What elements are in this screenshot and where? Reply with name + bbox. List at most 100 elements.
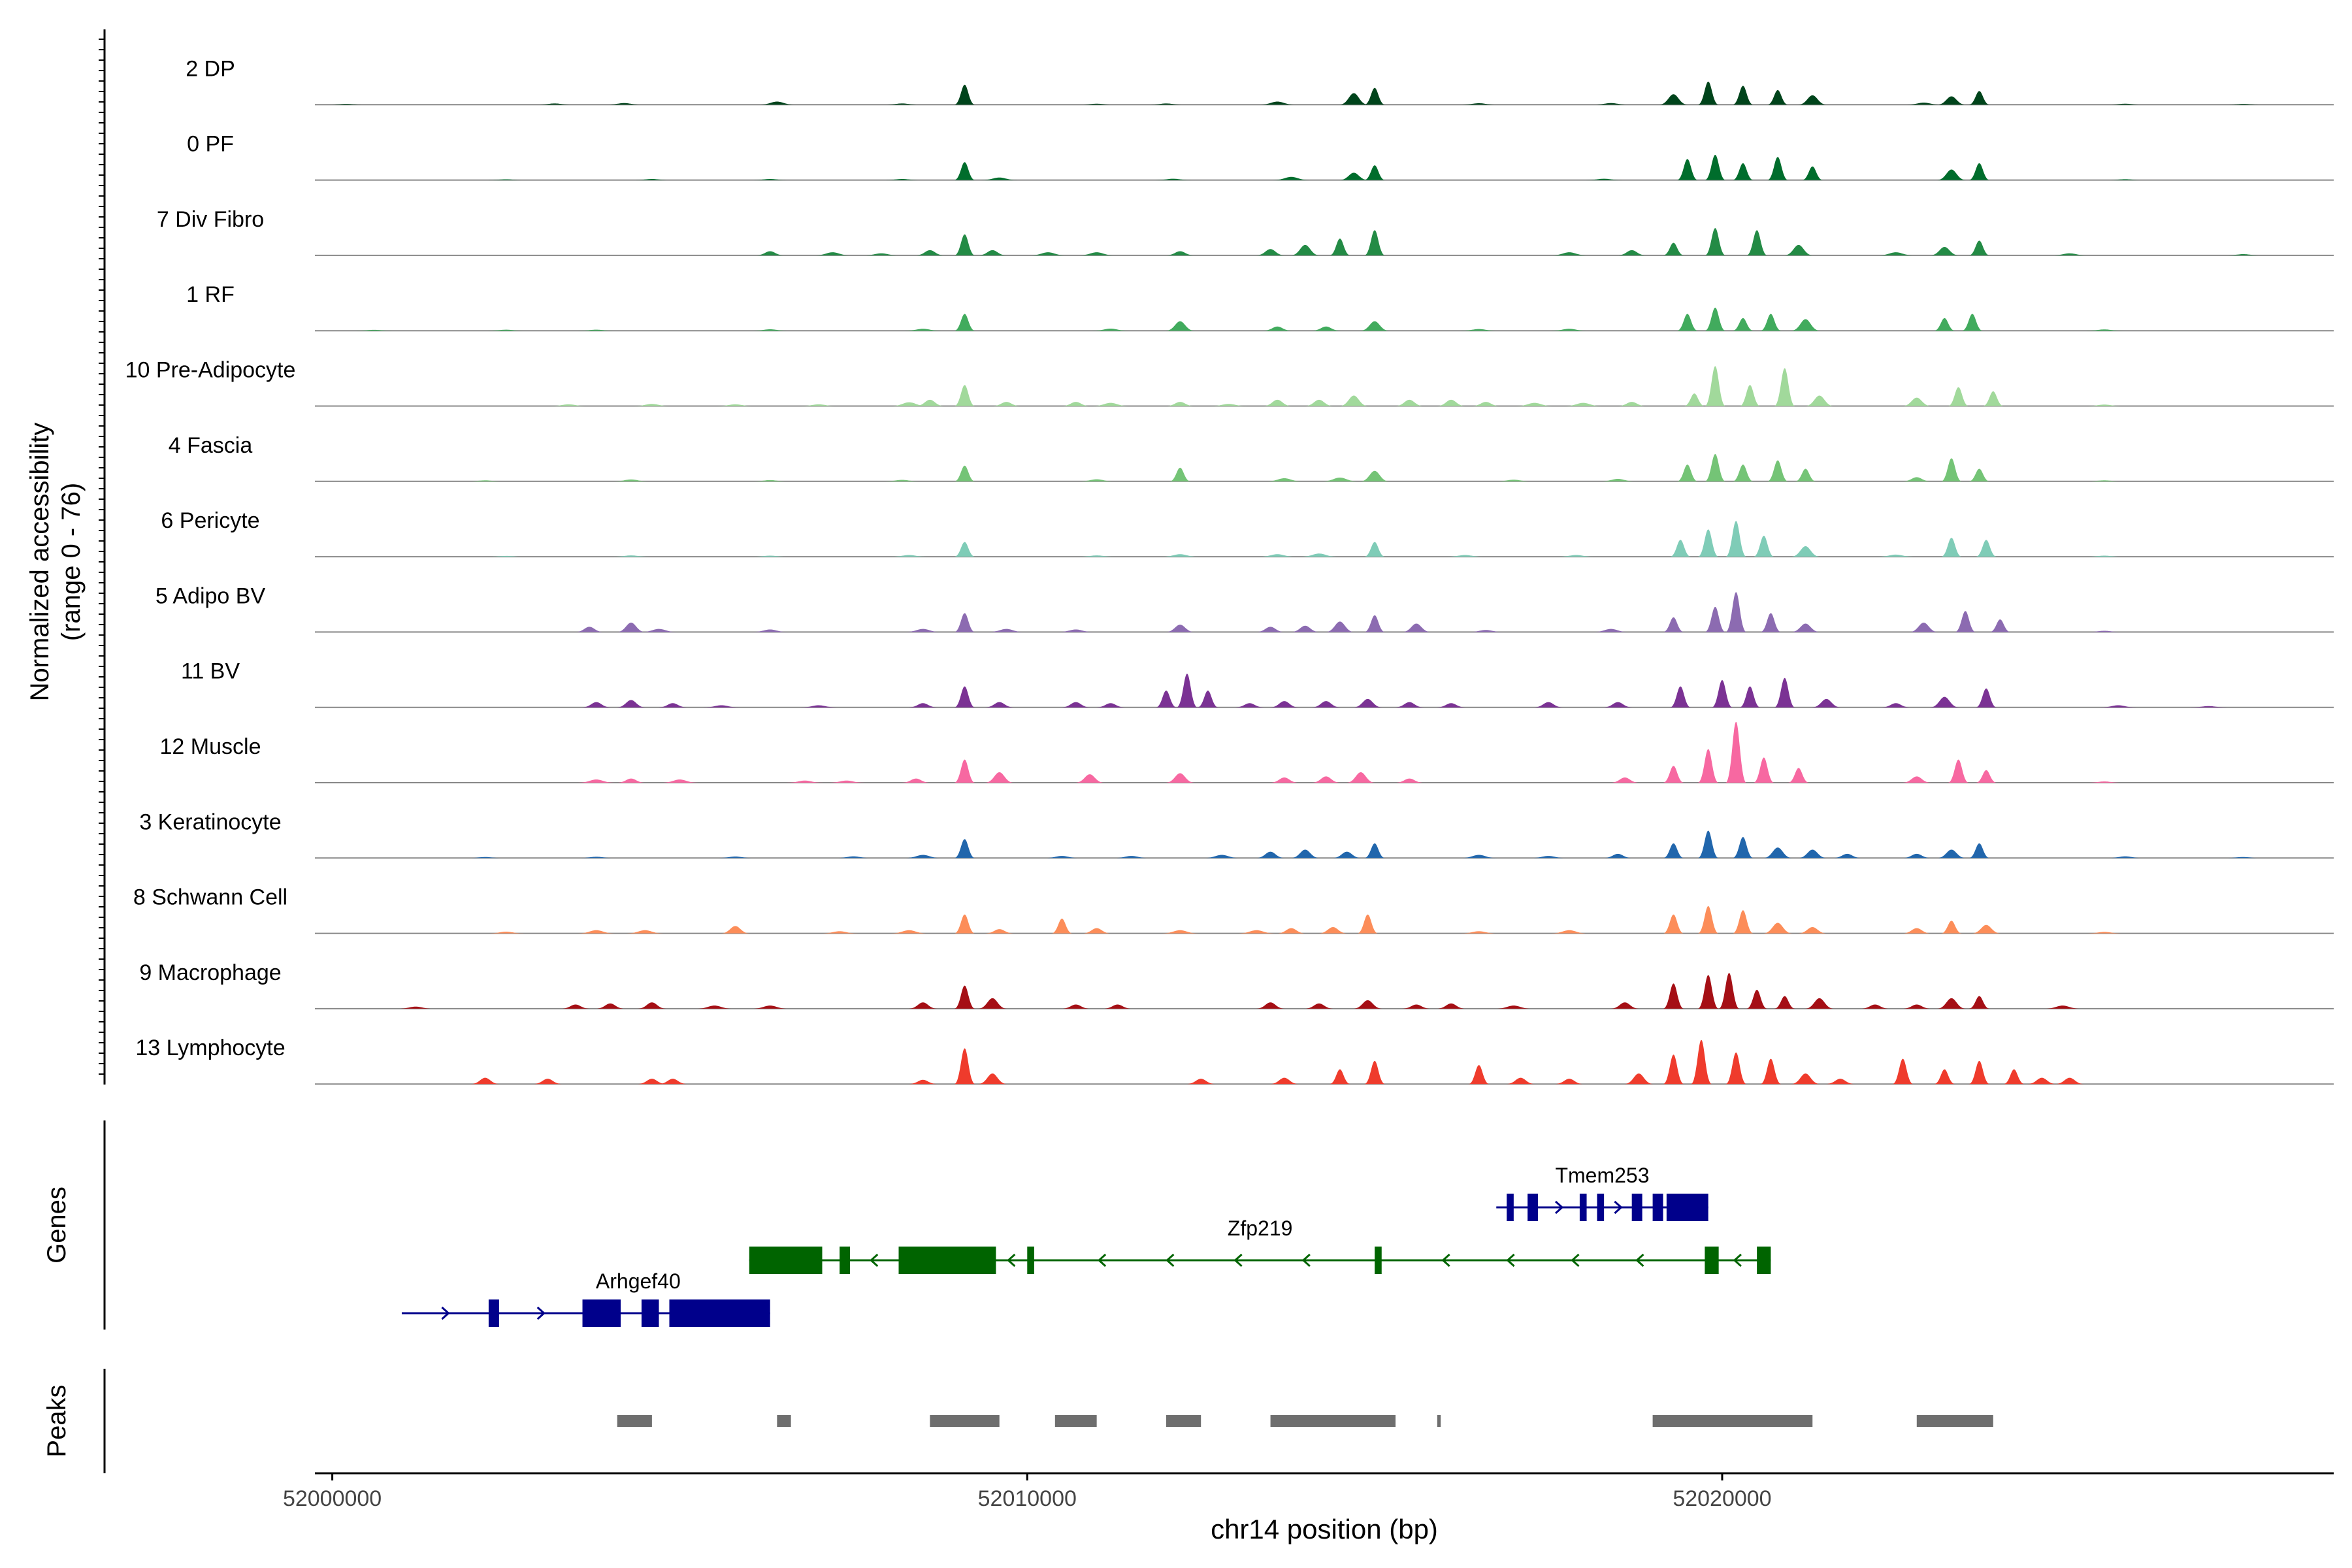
strand-arrow [1635,1253,1644,1267]
coverage-peak [1940,458,1962,482]
peaks-panel: Peaks [42,1369,1993,1473]
coverage-peak [1092,402,1129,406]
coverage-peak [1277,928,1306,934]
coverage-peak [612,555,649,557]
coverage-peak [1676,314,1698,331]
coverage-peak [1663,766,1684,783]
track-6-pericyte: 6 Pericyte [161,508,2334,558]
coverage-peak [1460,329,1497,331]
coverage-peak [1763,847,1793,858]
coverage-peak [1263,326,1292,331]
gene-tmem253: Tmem253 [1496,1164,1708,1221]
gene-exon [1631,1194,1642,1221]
coverage-peak [1663,914,1684,934]
gene-exon [582,1299,621,1327]
track-label: 4 Fascia [169,433,253,458]
track-label: 6 Pericyte [161,508,259,533]
coverage-peak [1092,328,1129,331]
gene-exon [898,1247,996,1274]
coverage-peak [2106,856,2144,858]
coverage-peak [1256,851,1285,858]
coverage-peak [1936,998,1966,1009]
gene-models: Arhgef40 Zfp219 Tmem253 [401,1164,1771,1327]
coverage-peak [717,404,754,406]
track-label: 8 Schwann Cell [133,885,287,910]
track-0-pf: 0 PF [187,132,2334,181]
coverage-peak [1235,703,1264,708]
coverage-peak [578,779,615,783]
coverage-peak [1833,853,1862,858]
coverage-peak [1877,252,1914,255]
coverage-peak [1290,244,1320,255]
coverage-peak [890,930,928,934]
gene-exon [1579,1194,1587,1221]
coverage-peak [1446,555,1484,557]
coverage-peak [759,101,796,105]
track-label: 13 Lymphocyte [135,1036,285,1060]
coverage-peak [1364,165,1386,180]
coverage-peak [487,555,525,557]
coverage-peak [1329,238,1350,255]
coverage-peak [2106,103,2144,105]
coverage-peak [1321,478,1358,482]
coverage-peak [1976,540,1997,557]
track-7-div-fibro: 7 Div Fibro [157,207,2334,256]
coverage-peak [954,914,975,934]
strand-arrow [1506,1253,1515,1267]
x-axis: 52000000 52010000 52020000 chr14 position … [283,1472,2334,1544]
coverage-peak [981,177,1018,180]
coverage-peak [1592,103,1629,105]
coverage-peak [1061,1004,1090,1009]
coverage-peak [908,1079,938,1085]
y-axis-subtitle: (range 0 - 76) [57,483,86,641]
coverage-peak [1902,853,1931,858]
gene-label: Tmem253 [1555,1164,1649,1187]
coverage-peak [1495,480,1532,482]
coverage-peak [637,1079,666,1085]
coverage-peak [915,250,945,255]
coverage-peak [751,1005,789,1009]
coverage-peak [575,627,604,632]
strand-arrow [1614,1200,1623,1215]
coverage-peak [1353,1000,1382,1009]
coverage-peak [1767,157,1789,180]
coverage-peak [470,1077,500,1085]
coverage-peak [2100,705,2137,708]
coverage-peak [1550,329,1588,331]
peak-region [1270,1415,1396,1427]
coverage-peak [1936,849,1966,858]
peak-region [777,1415,791,1427]
strand-arrow [1007,1253,1016,1267]
coverage-peak [978,1073,1007,1085]
coverage-peak [1725,721,1747,783]
coverage-peak [1905,103,1942,105]
coverage-peak [1976,688,1997,708]
coverage-peak [1791,319,1820,331]
coverage-peak [1169,467,1191,482]
coverage-peak [1798,849,1827,858]
coverage-peak [717,857,754,858]
coverage-peak [1269,701,1299,708]
coverage-peak [908,703,938,708]
coverage-peak [1948,387,1969,406]
gene-exon [669,1299,770,1327]
track-9-macrophage: 9 Macrophage [139,960,2334,1009]
peak-region [1652,1415,1813,1427]
coverage-peak [596,1003,625,1009]
coverage-peak [1210,404,1247,406]
coverage-peak [1467,630,1505,632]
coverage-peak [1663,242,1684,255]
coverage-peak [1610,1002,1640,1009]
track-label: 5 Adipo BV [155,583,266,608]
peak-region [1437,1415,1441,1427]
coverage-peak [1753,535,1774,557]
coverage-peak [1860,1004,1889,1009]
coverage-peak [1516,402,1553,406]
coverage-peak [915,399,945,406]
gene-exon [1757,1247,1771,1274]
strand-arrow [1097,1253,1107,1267]
peak-region [1916,1415,1993,1427]
track-label: 3 Keratinocyte [139,809,281,834]
coverage-peak [890,555,928,557]
coverage-peak [954,162,975,180]
